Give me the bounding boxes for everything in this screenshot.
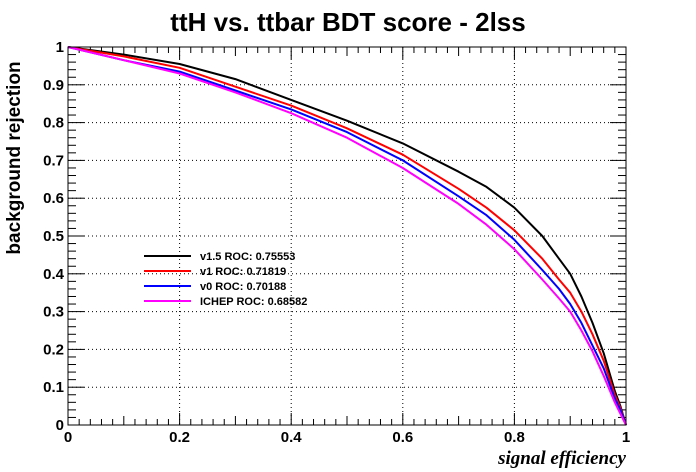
legend-label: v1 ROC: 0.71819	[200, 266, 286, 278]
tick-labels: 0 0.2 0.4 0.6 0.8 1 0 0.1 0.2 0.3 0.4 0.5 0.6 0.7 0.8 0…	[43, 39, 630, 446]
y-tick-label: 0.3	[43, 304, 64, 321]
y-tick-label: 0.9	[43, 77, 64, 94]
y-tick-label: 0.1	[43, 379, 64, 396]
y-tick-label: 0.2	[43, 341, 64, 358]
x-axis-label: signal efficiency	[497, 448, 626, 469]
legend-label: v1.5 ROC: 0.75553	[200, 251, 295, 263]
series-line-3	[67, 46, 627, 426]
y-tick-label: 0.6	[43, 190, 64, 207]
y-axis-label: background rejection	[4, 61, 25, 254]
legend-label: ICHEP ROC: 0.68582	[200, 296, 307, 308]
series-line-2	[67, 46, 627, 426]
legend-label: v0 ROC: 0.70188	[200, 281, 286, 293]
x-tick-label: 0	[64, 429, 72, 446]
chart-title: ttH vs. ttbar BDT score - 2lss	[170, 7, 525, 37]
y-tick-label: 0.8	[43, 115, 64, 132]
y-tick-label: 0.5	[43, 228, 64, 245]
plot-frame	[67, 46, 627, 426]
series-line-1	[67, 46, 627, 426]
x-tick-label: 1	[622, 429, 630, 446]
series-lines	[67, 46, 627, 426]
series-line-0	[67, 46, 627, 426]
x-tick-label: 0.8	[504, 429, 525, 446]
y-tick-label: 0.4	[43, 266, 65, 283]
y-tick-label: 0	[56, 417, 64, 434]
x-tick-label: 0.4	[281, 429, 303, 446]
x-tick-label: 0.2	[169, 429, 190, 446]
grid-lines	[67, 46, 627, 426]
x-tick-label: 0.6	[392, 429, 413, 446]
y-tick-label: 1	[56, 39, 64, 56]
y-tick-label: 0.7	[43, 152, 64, 169]
legend: v1.5 ROC: 0.75553 v1 ROC: 0.71819 v0 ROC: …	[144, 251, 307, 308]
